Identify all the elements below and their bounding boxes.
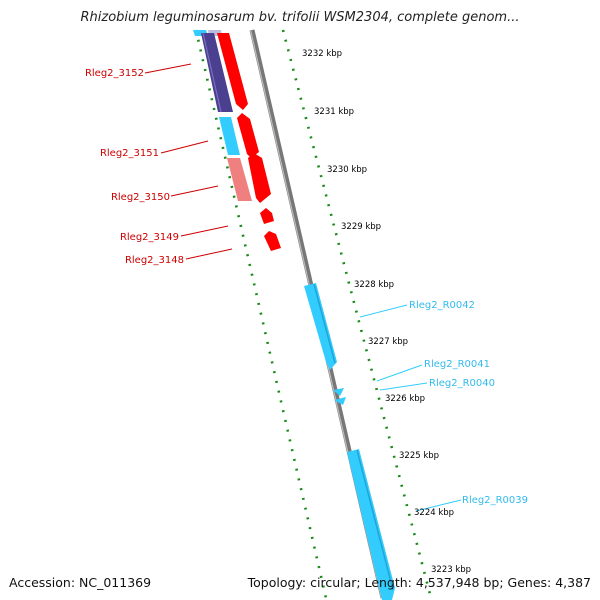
ruler-tick-label: 3224 kbp: [414, 508, 454, 518]
feature-cyan-3151[interactable]: [219, 117, 240, 155]
genome-summary-text: Topology: circular; Length: 4,537,948 bp…: [247, 575, 591, 590]
gene-label-rleg2-3151[interactable]: Rleg2_3151: [100, 148, 159, 159]
ruler-tick-label: 3223 kbp: [431, 565, 471, 575]
leader-rleg2-r0040: [379, 382, 428, 391]
leader-rleg2-r0042: [359, 304, 408, 318]
ruler-tick-label: 3230 kbp: [327, 165, 367, 175]
gene-label-rleg2-3148[interactable]: Rleg2_3148: [125, 255, 184, 266]
leader-rleg2-3148: [185, 248, 233, 260]
leader-rleg2-r0039: [415, 499, 462, 512]
cds-rleg2-3152[interactable]: [217, 33, 248, 110]
gene-label-rleg2-3149[interactable]: Rleg2_3149: [120, 232, 179, 243]
ruler-tick-label: 3232 kbp: [302, 49, 342, 59]
outer-track: [281, 29, 433, 599]
leader-rleg2-3149: [180, 225, 229, 237]
cds-rleg2-3151[interactable]: [237, 113, 259, 158]
ruler-tick-label: 3225 kbp: [399, 451, 439, 461]
leader-rleg2-r0041: [376, 364, 423, 382]
genome-title: Rhizobium leguminosarum bv. trifolii WSM…: [80, 10, 520, 25]
gene-label-rleg2-3150[interactable]: Rleg2_3150: [111, 192, 170, 203]
cds-rleg2-3148[interactable]: [264, 231, 281, 251]
rna-rleg2-r0039[interactable]: [347, 449, 395, 600]
leader-rleg2-3150: [170, 185, 219, 197]
rna-rleg2-r0042-edge: [313, 283, 336, 364]
gene-label-rleg2-r0040[interactable]: Rleg2_R0040: [429, 378, 495, 389]
rna-rleg2-r0042[interactable]: [304, 283, 337, 370]
ruler-tick-label: 3228 kbp: [354, 280, 394, 290]
leader-rleg2-3151: [160, 140, 209, 154]
cds-rleg2-3149[interactable]: [260, 208, 274, 224]
gene-label-rleg2-r0042[interactable]: Rleg2_R0042: [409, 300, 475, 311]
ruler-tick-label: 3227 kbp: [368, 337, 408, 347]
rna-rleg2-r0040[interactable]: [334, 397, 346, 405]
gene-label-rleg2-r0041[interactable]: Rleg2_R0041: [424, 359, 490, 370]
feature-dark[interactable]: [201, 33, 233, 112]
leader-rleg2-3152: [144, 63, 192, 74]
rna-rleg2-r0039-edge: [356, 449, 394, 591]
cds-rleg2-3150[interactable]: [248, 153, 271, 203]
inner-track: [194, 29, 328, 599]
feature-pink-3150[interactable]: [227, 158, 252, 201]
gene-label-rleg2-r0039[interactable]: Rleg2_R0039: [462, 495, 528, 506]
feature-dark-edge: [202, 32, 222, 113]
ruler-tick-label: 3229 kbp: [341, 222, 381, 232]
gene-label-rleg2-3152[interactable]: Rleg2_3152: [85, 68, 144, 79]
ruler-tick-label: 3231 kbp: [314, 107, 354, 117]
ruler-tick-label: 3226 kbp: [385, 394, 425, 404]
accession-text: Accession: NC_011369: [9, 575, 152, 590]
rna-rleg2-r0041[interactable]: [333, 388, 344, 396]
